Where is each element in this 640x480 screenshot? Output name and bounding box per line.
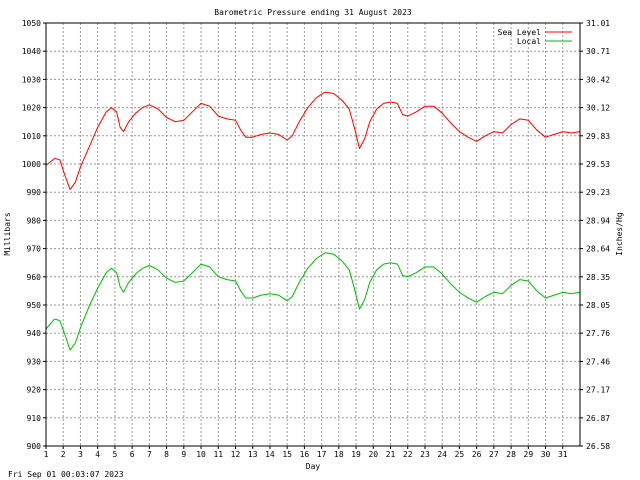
x-tick-label: 31 <box>558 450 568 459</box>
y2-tick-label: 27.17 <box>586 386 610 395</box>
y-tick-label: 920 <box>27 386 42 395</box>
y-tick-label: 1040 <box>22 47 41 56</box>
y2-tick-label: 26.58 <box>586 442 610 451</box>
y-tick-label: 970 <box>27 245 42 254</box>
y2-tick-label: 29.23 <box>586 188 610 197</box>
y2-tick-label: 27.76 <box>586 329 610 338</box>
y2-tick-label: 28.94 <box>586 216 610 225</box>
legend-label-local: Local <box>517 37 541 46</box>
x-tick-label: 11 <box>213 450 223 459</box>
x-tick-label: 12 <box>231 450 241 459</box>
chart-title: Barometric Pressure ending 31 August 202… <box>214 8 412 17</box>
y2-tick-label: 29.83 <box>586 132 610 141</box>
x-tick-label: 28 <box>506 450 516 459</box>
legend-label-sea-level: Sea Level <box>498 28 542 37</box>
y2-tick-label: 30.12 <box>586 104 610 113</box>
x-tick-label: 16 <box>300 450 310 459</box>
y-tick-label: 950 <box>27 301 42 310</box>
y2-tick-label: 28.05 <box>586 301 610 310</box>
y-tick-label: 1000 <box>22 160 41 169</box>
x-tick-label: 5 <box>112 450 117 459</box>
plot-frame <box>45 22 581 447</box>
y2-tick-label: 27.46 <box>586 357 610 366</box>
x-tick-label: 6 <box>130 450 135 459</box>
x-tick-label: 29 <box>524 450 534 459</box>
y2-tick-label: 28.35 <box>586 273 610 282</box>
y2-tick-label: 28.64 <box>586 245 610 254</box>
x-tick-label: 30 <box>541 450 551 459</box>
legend: Sea Level Local <box>498 28 572 46</box>
x-axis-label: Day <box>306 462 321 471</box>
x-tick-label: 13 <box>248 450 258 459</box>
x-tick-label: 17 <box>317 450 327 459</box>
x-tick-label: 3 <box>78 450 83 459</box>
x-tick-label: 18 <box>334 450 344 459</box>
series-layer <box>45 91 581 351</box>
y-tick-label: 990 <box>27 188 42 197</box>
x-tick-label: 27 <box>489 450 499 459</box>
y2-tick-label: 30.71 <box>586 47 610 56</box>
x-tick-label: 8 <box>164 450 169 459</box>
x-tick-label: 10 <box>196 450 206 459</box>
y-tick-label: 1020 <box>22 104 41 113</box>
x-tick-label: 25 <box>455 450 465 459</box>
x-tick-label: 9 <box>181 450 186 459</box>
x-tick-label: 19 <box>351 450 361 459</box>
y-tick-label: 930 <box>27 357 42 366</box>
y-tick-label: 900 <box>27 442 42 451</box>
y-tick-label: 1010 <box>22 132 41 141</box>
x-tick-label: 7 <box>147 450 152 459</box>
tick-labels: 1 2 3 4 5 6 7 8 9 10 11 12 13 14 15 16 17 18 19 20 21 22 23 24 2… <box>22 19 611 459</box>
y-axis-label-left: Millibars <box>3 212 12 256</box>
y-tick-label: 940 <box>27 329 42 338</box>
x-tick-label: 24 <box>437 450 447 459</box>
x-tick-label: 26 <box>472 450 482 459</box>
x-tick-label: 15 <box>282 450 292 459</box>
y-tick-label: 1050 <box>22 19 41 28</box>
y2-tick-label: 31.01 <box>586 19 610 28</box>
grid <box>46 23 580 446</box>
timestamp: Fri Sep 01 00:03:07 2023 <box>8 470 124 479</box>
y-tick-label: 910 <box>27 414 42 423</box>
x-tick-label: 14 <box>265 450 275 459</box>
y2-tick-label: 26.87 <box>586 414 610 423</box>
y-tick-label: 980 <box>27 216 42 225</box>
y-tick-label: 1030 <box>22 75 41 84</box>
x-tick-label: 4 <box>95 450 100 459</box>
x-tick-label: 2 <box>61 450 66 459</box>
x-tick-label: 22 <box>403 450 413 459</box>
x-tick-label: 23 <box>420 450 430 459</box>
x-tick-label: 20 <box>368 450 378 459</box>
series-line-local <box>45 252 581 351</box>
x-tick-label: 21 <box>386 450 396 459</box>
x-tick-label: 1 <box>44 450 49 459</box>
y-axis-label-right: Inches/Hg <box>615 212 624 256</box>
y2-tick-label: 29.53 <box>586 160 610 169</box>
y-tick-label: 960 <box>27 273 42 282</box>
y2-tick-label: 30.42 <box>586 75 610 84</box>
series-line-sea-level <box>45 91 581 190</box>
